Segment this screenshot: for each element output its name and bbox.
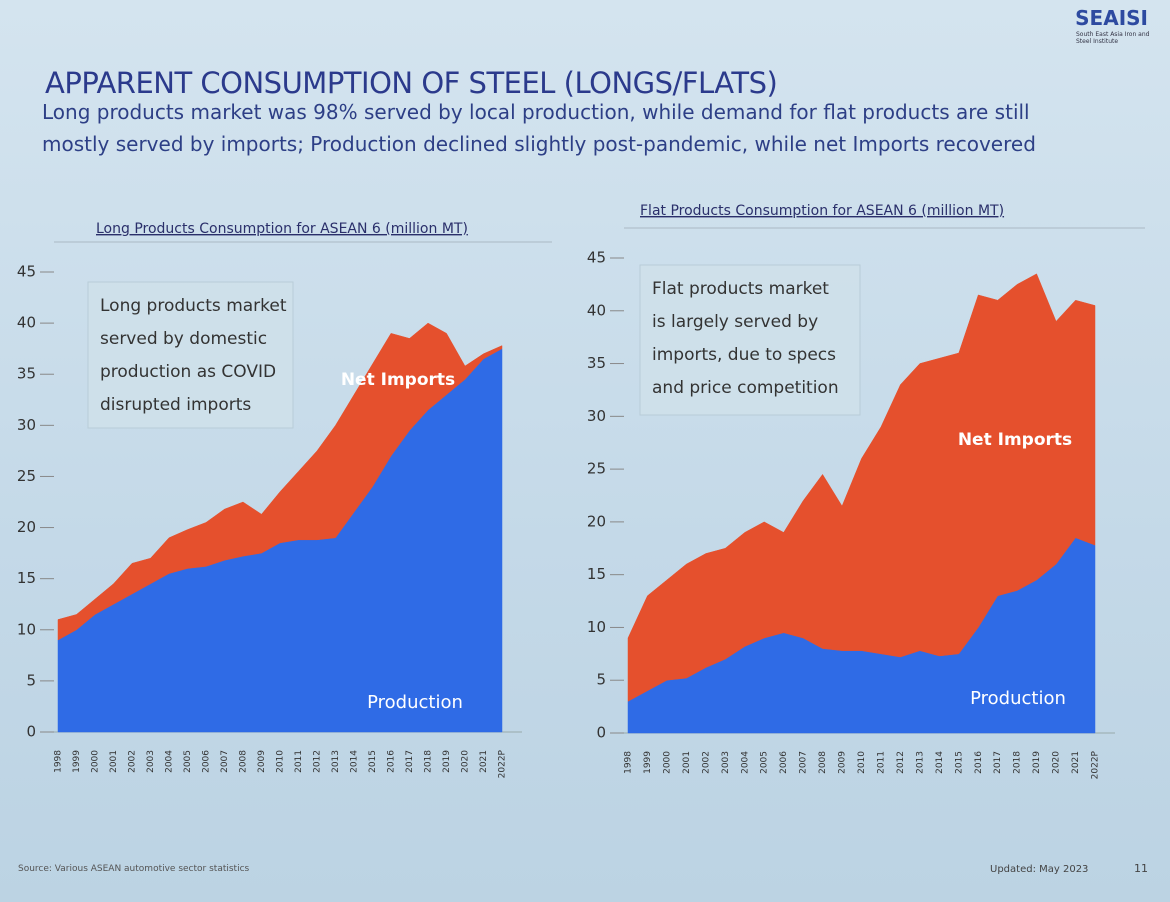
- annotation-line: disrupted imports: [100, 395, 251, 415]
- x-tick-label: 2010: [276, 750, 286, 773]
- series-label: Production: [367, 692, 463, 713]
- series-label: Production: [970, 688, 1066, 709]
- x-tick-label: 2005: [760, 751, 770, 774]
- x-tick-label: 2021: [479, 750, 489, 773]
- y-tick-label: 45: [17, 263, 36, 281]
- x-tick-label: 1999: [643, 751, 653, 774]
- x-tick-label: 2014: [935, 751, 945, 774]
- x-tick-label: 2006: [779, 751, 789, 774]
- x-tick-label: 2022P: [498, 749, 508, 778]
- x-tick-label: 2020: [461, 750, 471, 773]
- series-label: Net Imports: [341, 370, 455, 390]
- y-tick-label: 15: [17, 569, 36, 587]
- x-tick-label: 2022P: [1091, 750, 1101, 779]
- x-tick-label: 2012: [896, 751, 906, 774]
- x-tick-label: 2013: [331, 750, 341, 773]
- slide-title: APPARENT CONSUMPTION OF STEEL (LONGS/FLA…: [45, 66, 778, 100]
- y-tick-label: 15: [587, 565, 606, 583]
- y-tick-label: 5: [596, 671, 606, 689]
- y-tick-label: 0: [26, 723, 36, 741]
- x-tick-label: 2021: [1071, 751, 1081, 774]
- series-label: Net Imports: [958, 430, 1072, 450]
- x-tick-label: 2015: [954, 751, 964, 774]
- annotation-line: served by domestic: [100, 329, 267, 349]
- slide-subtitle: Long products market was 98% served by l…: [42, 100, 1036, 156]
- area-1: [57, 322, 503, 641]
- x-tick-label: 2018: [424, 750, 434, 773]
- y-tick-label: 40: [17, 314, 36, 332]
- annotation-box: [87, 281, 294, 429]
- y-tick-label: 25: [17, 467, 36, 485]
- annotation-line: imports, due to specs: [652, 345, 836, 365]
- x-tick-label: 2002: [128, 750, 138, 773]
- chart-title: Long Products Consumption for ASEAN 6 (m…: [96, 221, 468, 237]
- x-tick-label: 2010: [857, 751, 867, 774]
- annotation-line: Long products market: [100, 296, 287, 316]
- x-tick-label: 2012: [313, 750, 323, 773]
- chart-title: Flat Products Consumption for ASEAN 6 (m…: [640, 203, 1004, 219]
- x-tick-label: 1998: [624, 751, 634, 774]
- x-tick-label: 2020: [1052, 751, 1062, 774]
- logo: SEAISI: [1075, 6, 1148, 30]
- x-tick-label: 2008: [818, 751, 828, 774]
- x-tick-label: 2004: [740, 751, 750, 774]
- x-tick-label: 1999: [72, 750, 82, 773]
- x-tick-label: 2007: [220, 750, 230, 773]
- x-tick-label: 2004: [165, 750, 175, 773]
- x-tick-label: 2016: [387, 750, 397, 773]
- y-tick-label: 0: [596, 724, 606, 742]
- x-tick-label: 2015: [368, 750, 378, 773]
- x-tick-label: 2003: [721, 751, 731, 774]
- x-tick-label: 2000: [91, 750, 101, 773]
- x-tick-label: 2002: [701, 751, 711, 774]
- y-tick-label: 40: [587, 301, 606, 319]
- x-tick-label: 2019: [442, 750, 452, 773]
- y-tick-label: 35: [587, 354, 606, 372]
- y-tick-label: 5: [26, 671, 36, 689]
- x-tick-label: 2011: [876, 751, 886, 774]
- x-tick-label: 2001: [109, 750, 119, 773]
- logo-subtitle: South East Asia Iron and Steel Institute: [1076, 31, 1150, 45]
- x-tick-label: 1998: [54, 750, 64, 773]
- x-tick-label: 2006: [202, 750, 212, 773]
- x-tick-label: 2009: [838, 751, 848, 774]
- x-tick-label: 2018: [1013, 751, 1023, 774]
- x-tick-label: 2016: [974, 751, 984, 774]
- x-tick-label: 2003: [146, 750, 156, 773]
- x-tick-label: 2019: [1032, 751, 1042, 774]
- x-tick-label: 2008: [239, 750, 249, 773]
- x-tick-label: 2007: [799, 751, 809, 774]
- x-tick-label: 2014: [350, 750, 360, 773]
- x-tick-label: 2009: [257, 750, 267, 773]
- updated: Updated: May 2023: [990, 864, 1089, 875]
- x-tick-label: 2011: [294, 750, 304, 773]
- area-1: [627, 273, 1096, 702]
- annotation-line: is largely served by: [652, 312, 818, 332]
- y-tick-label: 45: [587, 249, 606, 267]
- y-tick-label: 20: [587, 512, 606, 530]
- annotation-line: production as COVID: [100, 362, 276, 382]
- x-tick-label: 2017: [993, 751, 1003, 774]
- x-tick-label: 2017: [405, 750, 415, 773]
- y-tick-label: 30: [587, 407, 606, 425]
- y-tick-label: 10: [587, 618, 606, 636]
- annotation-line: Flat products market: [652, 279, 829, 299]
- annotation-line: and price competition: [652, 378, 839, 398]
- y-tick-label: 10: [17, 620, 36, 638]
- source: Source: Various ASEAN automotive sector …: [18, 864, 250, 874]
- x-tick-label: 2013: [915, 751, 925, 774]
- x-tick-label: 2005: [183, 750, 193, 773]
- x-tick-label: 2001: [682, 751, 692, 774]
- y-tick-label: 20: [17, 518, 36, 536]
- y-tick-label: 30: [17, 416, 36, 434]
- annotation-box: [639, 264, 861, 416]
- y-tick-label: 25: [587, 460, 606, 478]
- x-tick-label: 2000: [662, 751, 672, 774]
- page-number: 11: [1134, 862, 1148, 875]
- y-tick-label: 35: [17, 365, 36, 383]
